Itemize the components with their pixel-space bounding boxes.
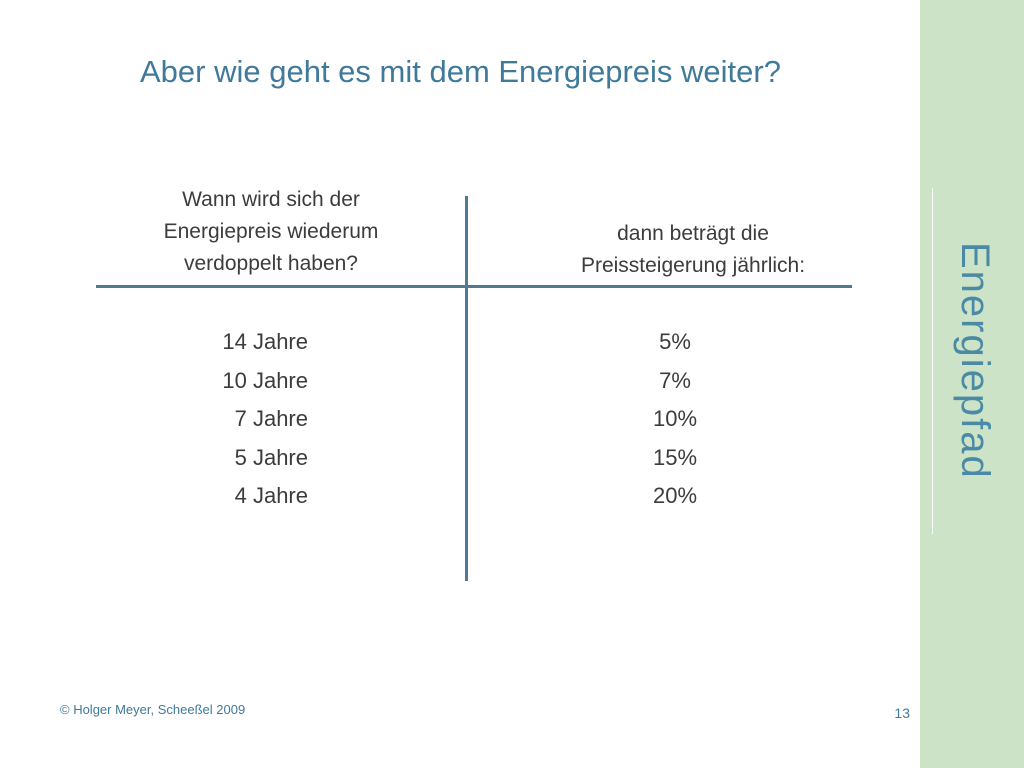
right-column-header: dann beträgt die Preissteigerung jährlic…	[500, 218, 886, 282]
right-header-line: dann beträgt die	[617, 222, 769, 245]
copyright-footer: © Holger Meyer, Scheeßel 2009	[60, 702, 246, 717]
brand-sidebar	[920, 0, 1024, 768]
right-header-line: Preissteigerung jährlich:	[580, 254, 806, 277]
slide-title: Aber wie geht es mit dem Energiepreis we…	[140, 54, 781, 89]
years-column: 14 Jahre 10 Jahre 7 Jahre 5 Jahre 4 Jahr…	[140, 323, 308, 516]
rates-column: 5% 7% 10% 15% 20%	[610, 323, 740, 516]
years-cell: 14 Jahre	[222, 329, 308, 354]
left-header-line: Energiepreis wiederum	[163, 220, 379, 243]
left-column-header: Wann wird sich der Energiepreis wiederum…	[96, 184, 446, 280]
rate-cell: 5%	[659, 329, 691, 354]
rate-cell: 7%	[659, 367, 691, 393]
rate-cell: 10%	[652, 406, 698, 431]
years-cell: 4 Jahre	[234, 483, 308, 508]
years-cell: 7 Jahre	[234, 406, 308, 431]
page-number: 13	[894, 705, 910, 721]
years-cell: 5 Jahre	[234, 444, 308, 470]
left-header-line: verdoppelt haben?	[184, 252, 358, 275]
horizontal-divider	[96, 285, 852, 288]
left-header-line: Wann wird sich der	[182, 188, 360, 211]
years-cell: 10 Jahre	[222, 367, 308, 393]
brand-name: Energiepfad	[953, 242, 997, 480]
sidebar-divider	[932, 188, 933, 534]
vertical-divider	[465, 196, 468, 581]
rate-cell: 15%	[652, 444, 698, 470]
rate-cell: 20%	[652, 483, 698, 508]
